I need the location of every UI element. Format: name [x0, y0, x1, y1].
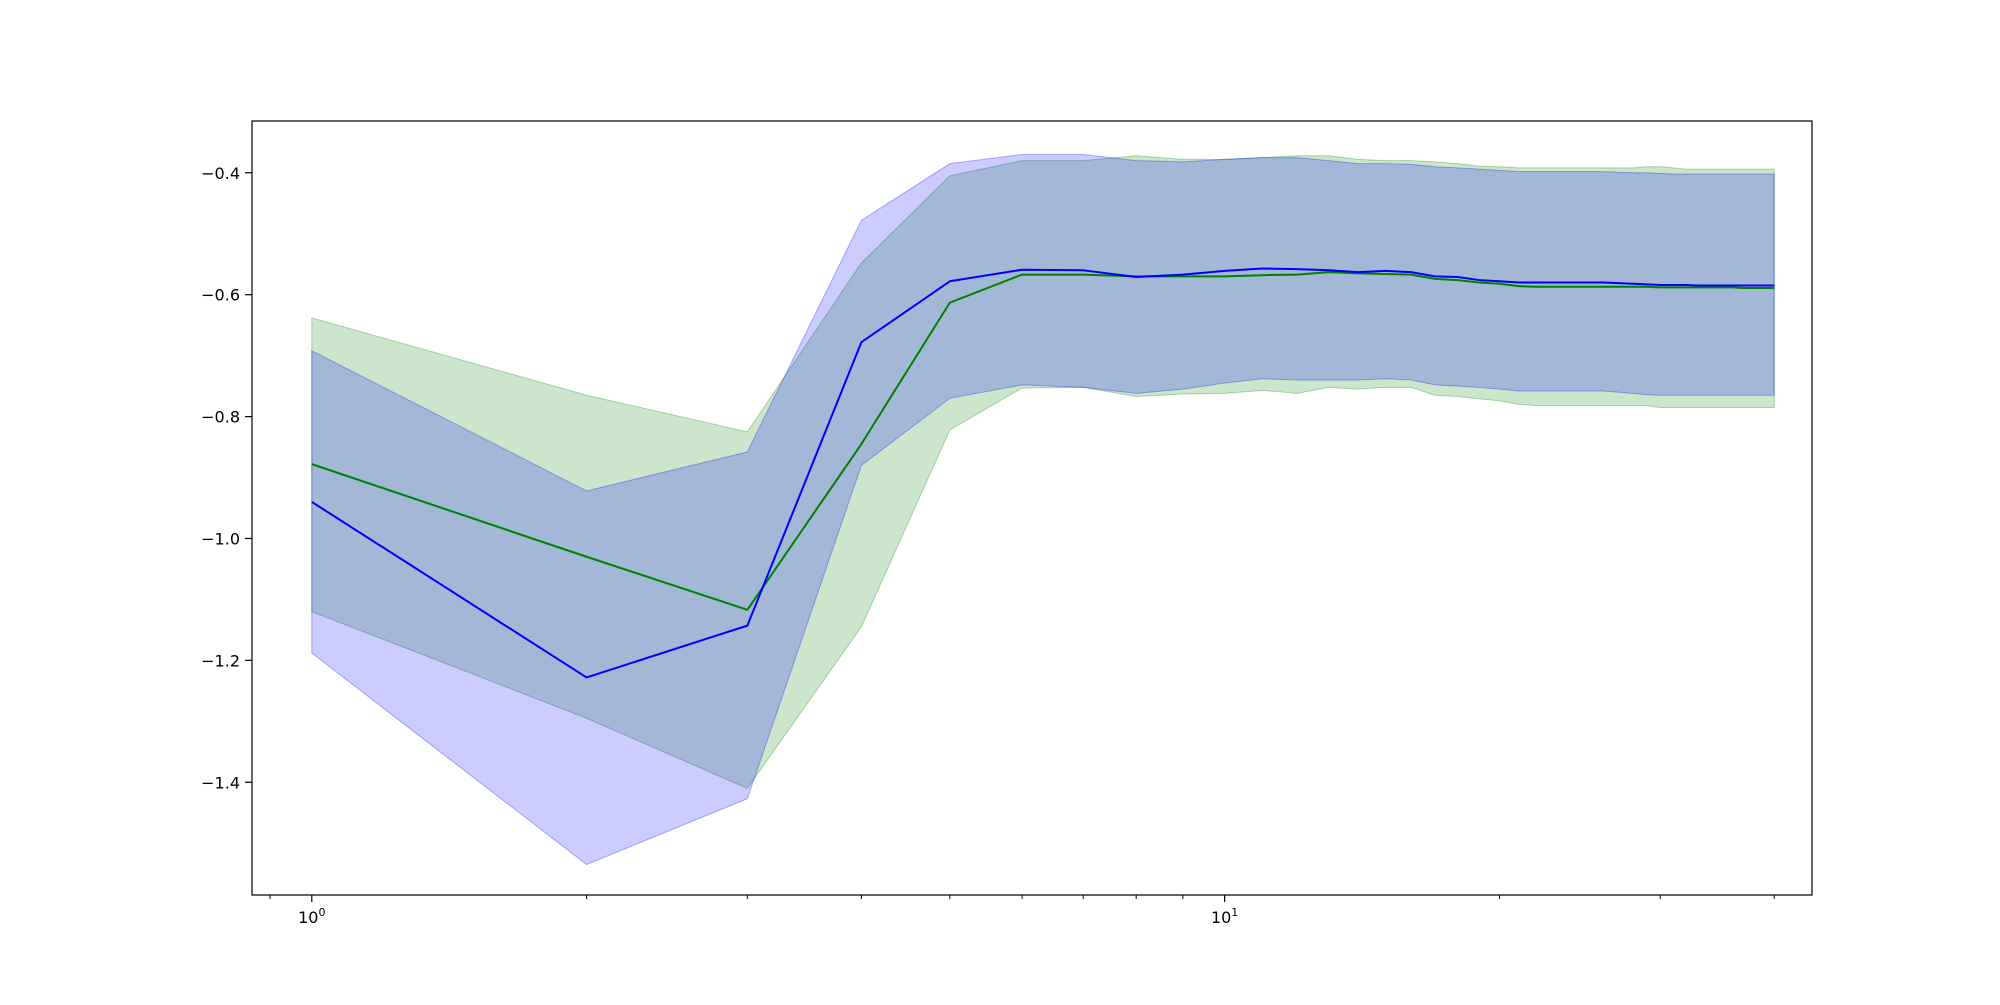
y-axis: −0.4 −0.6 −0.8 −1.0 −1.2 −1.4 — [201, 164, 252, 792]
y-tick-label: −0.6 — [201, 286, 240, 305]
x-tick-label: 101 — [1211, 906, 1238, 927]
y-tick-label: −1.2 — [201, 651, 240, 670]
x-axis: 100 101 — [269, 895, 1775, 927]
y-tick-label: −1.0 — [201, 529, 240, 548]
series-lines — [311, 267, 1775, 679]
plot-area-frame — [251, 120, 1813, 896]
y-tick-label: −0.4 — [201, 164, 240, 183]
series-line-2 — [311, 267, 1775, 679]
series-line-1 — [311, 271, 1775, 611]
confidence-bands — [311, 154, 1775, 866]
y-tick-label: −1.4 — [201, 773, 240, 792]
confidence-band-1 — [311, 155, 1775, 789]
y-tick-label: −0.8 — [201, 408, 240, 427]
x-tick-label: 100 — [298, 906, 325, 927]
confidence-band-2 — [311, 154, 1775, 866]
